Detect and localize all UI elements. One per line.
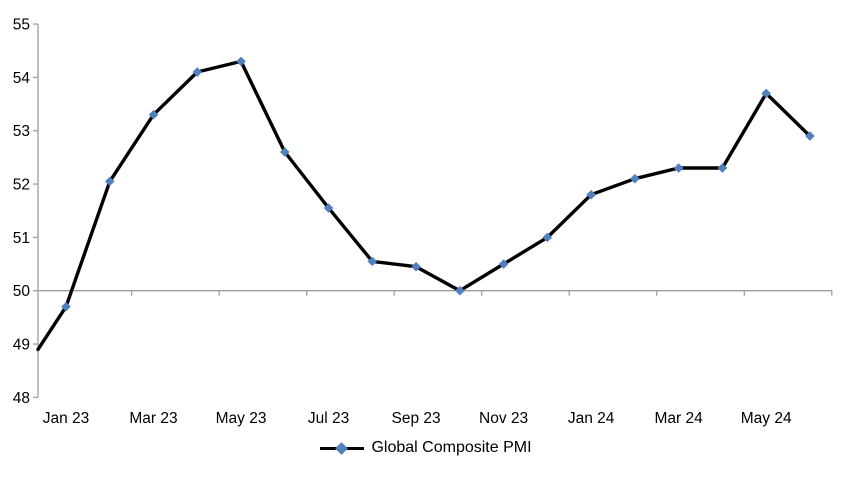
data-point-marker — [455, 285, 465, 296]
y-axis-label: 51 — [13, 230, 30, 247]
legend: Global Composite PMI — [0, 439, 852, 457]
y-axis-label: 52 — [13, 177, 30, 194]
data-point-marker — [761, 88, 771, 99]
legend-diamond-icon — [335, 441, 349, 455]
data-point-marker — [542, 232, 553, 243]
y-axis-label: 48 — [13, 390, 30, 407]
data-point-marker — [411, 261, 421, 272]
x-axis-label: May 24 — [741, 410, 792, 427]
data-point-marker — [717, 163, 728, 173]
y-axis-label: 53 — [13, 123, 30, 140]
legend-label: Global Composite PMI — [371, 439, 532, 456]
data-point-marker — [192, 67, 203, 77]
data-point-marker — [805, 131, 815, 141]
data-point-marker — [236, 56, 246, 67]
y-axis-label: 50 — [13, 283, 31, 300]
data-point-marker — [61, 301, 71, 312]
y-axis-label: 55 — [13, 17, 30, 34]
x-axis-label: May 23 — [216, 410, 267, 427]
x-axis-label: Jan 24 — [568, 410, 615, 427]
data-point-marker — [630, 173, 640, 184]
data-point-marker — [367, 256, 378, 267]
pmi-series-line — [36, 59, 812, 352]
x-axis-label: Jan 23 — [43, 410, 90, 427]
y-axis-label: 49 — [13, 337, 30, 354]
x-axis-label: Nov 23 — [479, 410, 528, 427]
x-axis-label: Jul 23 — [308, 410, 349, 427]
data-point-marker — [104, 176, 115, 187]
x-axis-label: Mar 24 — [655, 410, 704, 427]
data-point-marker — [323, 203, 334, 213]
data-point-marker — [280, 147, 290, 157]
data-point-marker — [673, 163, 684, 173]
x-axis-label: Sep 23 — [392, 410, 441, 427]
legend-line-sample — [320, 441, 365, 455]
data-point-marker — [498, 259, 509, 269]
data-point-marker — [586, 189, 596, 200]
x-axis-label: Mar 23 — [129, 410, 177, 427]
data-point-marker — [148, 109, 159, 120]
y-axis-label: 54 — [13, 70, 31, 87]
